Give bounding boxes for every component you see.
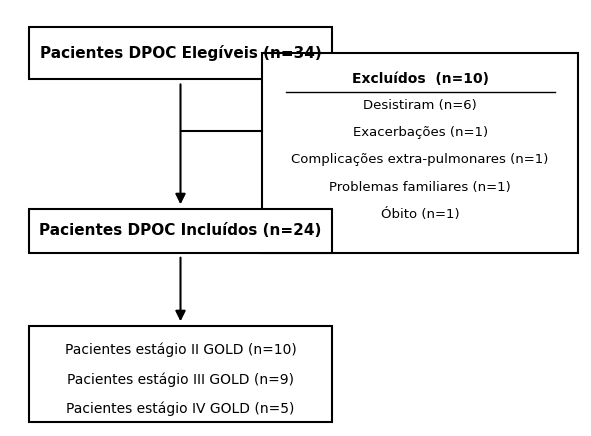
FancyBboxPatch shape bbox=[28, 27, 333, 79]
FancyBboxPatch shape bbox=[28, 326, 333, 422]
Text: Complicações extra-pulmonares (n=1): Complicações extra-pulmonares (n=1) bbox=[291, 153, 549, 167]
Text: Pacientes DPOC Incluídos (n=24): Pacientes DPOC Incluídos (n=24) bbox=[40, 224, 322, 238]
Text: Óbito (n=1): Óbito (n=1) bbox=[381, 208, 459, 221]
Text: Excluídos  (n=10): Excluídos (n=10) bbox=[352, 72, 489, 86]
Text: Pacientes DPOC Elegíveis (n=34): Pacientes DPOC Elegíveis (n=34) bbox=[40, 45, 322, 61]
Text: Pacientes estágio II GOLD (n=10): Pacientes estágio II GOLD (n=10) bbox=[64, 343, 296, 358]
Text: Exacerbações (n=1): Exacerbações (n=1) bbox=[353, 126, 488, 139]
FancyBboxPatch shape bbox=[28, 209, 333, 252]
Text: Desistiram (n=6): Desistiram (n=6) bbox=[363, 99, 477, 112]
Text: Problemas familiares (n=1): Problemas familiares (n=1) bbox=[329, 181, 511, 194]
Text: Pacientes estágio IV GOLD (n=5): Pacientes estágio IV GOLD (n=5) bbox=[66, 402, 295, 416]
Text: Pacientes estágio III GOLD (n=9): Pacientes estágio III GOLD (n=9) bbox=[67, 372, 294, 387]
FancyBboxPatch shape bbox=[262, 53, 578, 252]
